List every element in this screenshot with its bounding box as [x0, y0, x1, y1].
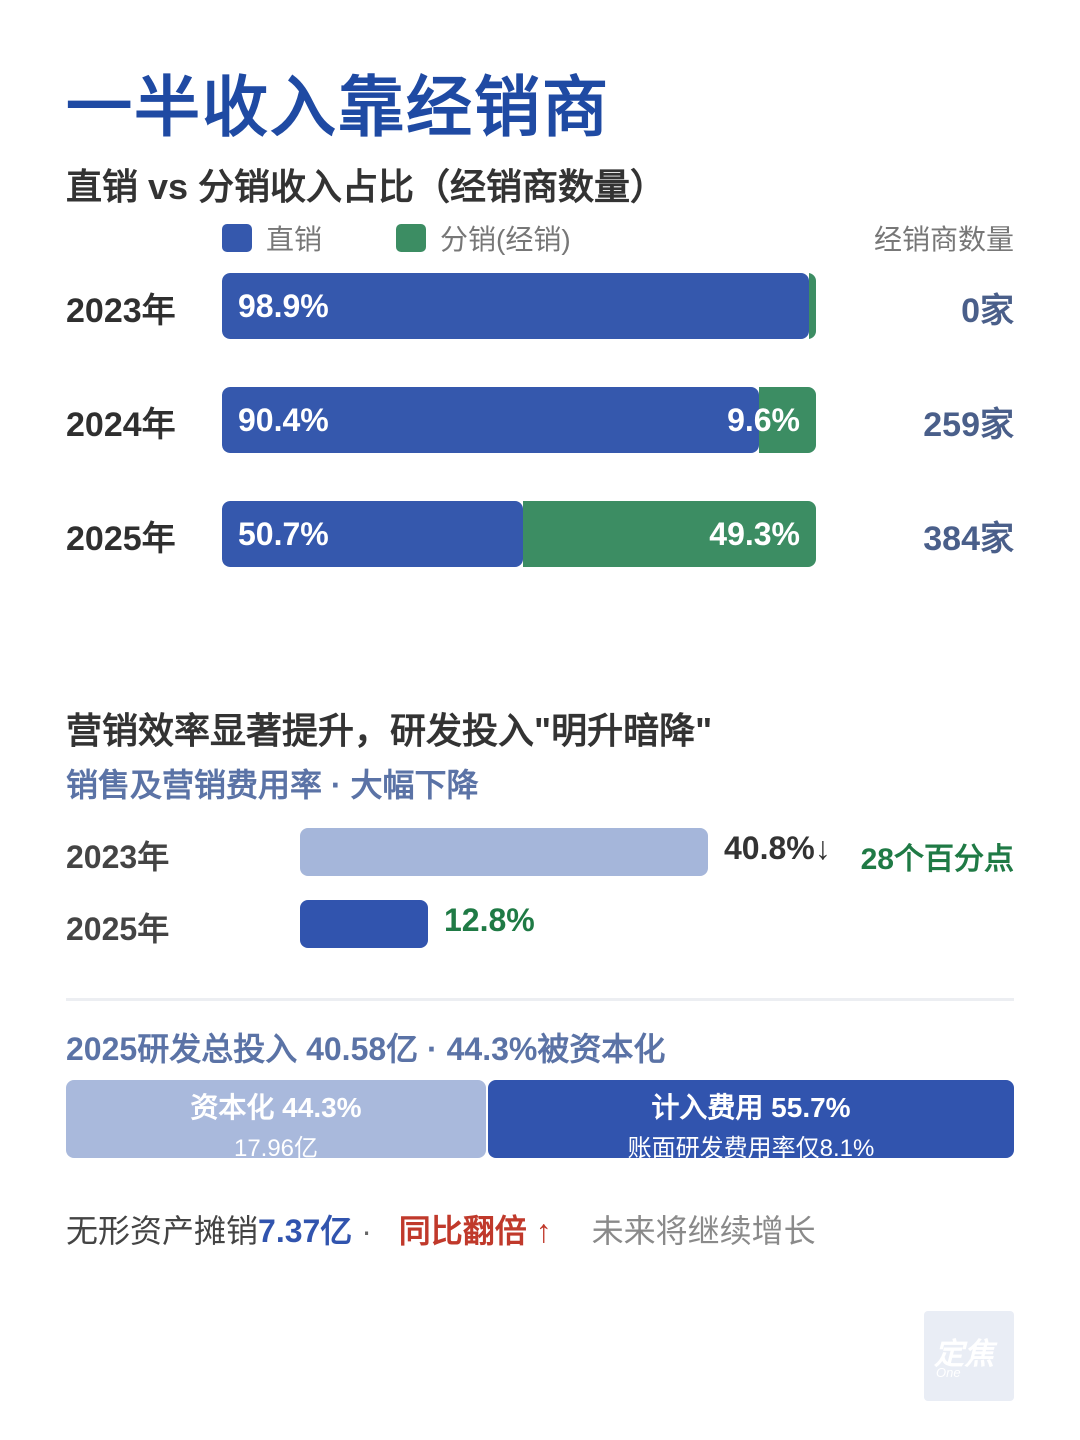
distributor-count: 259家 [923, 406, 1014, 444]
distribution-segment [759, 387, 816, 453]
divider [66, 998, 1014, 1001]
expense-ratio-label: 40.8%↓ [724, 830, 831, 866]
footer-line: 无形资产摊销 7.37亿 · 同比翻倍 ↑ 未来将继续增长 [66, 1206, 816, 1252]
stacked-bar: 90.4% 9.6% [222, 387, 816, 453]
legend-direct-label: 直销 [266, 224, 323, 255]
expense-ratio-bar [300, 828, 708, 876]
footer-sep: · [352, 1213, 381, 1249]
legend-direct: 直销 [222, 218, 322, 258]
year-label: 2023年 [66, 839, 170, 875]
rd-capitalized-label: 资本化 44.3% [190, 1092, 362, 1123]
brand-logo: 定焦 One [924, 1311, 1014, 1401]
footer-note: 未来将继续增长 [591, 1213, 816, 1249]
footer-prefix: 无形资产摊销 [66, 1213, 259, 1249]
distributor-count: 0家 [961, 292, 1014, 330]
rd-expensed-label: 计入费用 55.7% [651, 1092, 851, 1123]
chart2-title: 营销效率显著提升，研发投入"明升暗降" [66, 710, 713, 751]
stacked-bar: 50.7% 49.3% [222, 501, 816, 567]
direct-segment [222, 501, 523, 567]
distribution-value-label: 9.6% [727, 402, 800, 438]
stacked-bar: 98.9% [222, 273, 816, 339]
legend-distribution: 分销(经销) [396, 218, 571, 258]
distribution-segment [523, 501, 816, 567]
distribution-segment [809, 273, 816, 339]
footer-value: 7.37亿 [258, 1213, 353, 1249]
chart1-title: 直销 vs 分销收入占比（经销商数量） [66, 166, 667, 207]
count-header: 经销商数量 [873, 224, 1014, 255]
logo-sub: One [936, 1365, 961, 1380]
year-label: 2023年 [66, 292, 176, 330]
direct-segment [222, 273, 809, 339]
rd-expensed-note: 账面研发费用率仅8.1% [627, 1135, 875, 1162]
page-title: 一半收入靠经销商 [66, 70, 610, 144]
rd-capitalized-box: 资本化 44.3% 17.96亿 [66, 1080, 486, 1162]
legend-distribution-swatch [396, 224, 426, 252]
rd-capitalized-amount: 17.96亿 [233, 1135, 319, 1162]
direct-value-label: 98.9% [238, 288, 329, 324]
year-label: 2025年 [66, 911, 170, 947]
direct-value-label: 90.4% [238, 402, 329, 438]
distribution-value-label: 49.3% [709, 516, 800, 552]
distributor-count: 384家 [923, 520, 1014, 558]
direct-value-label: 50.7% [238, 516, 329, 552]
legend-distribution-label: 分销(经销) [440, 224, 571, 255]
legend-direct-swatch [222, 224, 252, 252]
expense-ratio-bar [300, 900, 428, 948]
rd-expensed-box: 计入费用 55.7% 账面研发费用率仅8.1% [488, 1080, 1014, 1162]
expense-ratio-label: 12.8% [444, 902, 535, 938]
direct-segment [222, 387, 759, 453]
chart2-subtitle: 销售及营销费用率 · 大幅下降 [66, 767, 479, 803]
rd-headline: 2025研发总投入 40.58亿 · 44.3%被资本化 [66, 1031, 666, 1067]
logo-text: 定焦 [934, 1338, 994, 1371]
year-label: 2024年 [66, 406, 176, 444]
footer-highlight: 同比翻倍 ↑ [398, 1213, 552, 1249]
decline-annotation: 28个百分点 [860, 843, 1014, 876]
year-label: 2025年 [66, 520, 176, 558]
